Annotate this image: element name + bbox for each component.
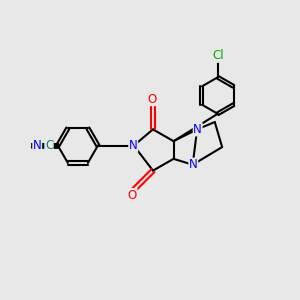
Text: N: N — [129, 139, 138, 152]
Text: O: O — [147, 93, 156, 106]
Text: C: C — [45, 139, 53, 152]
Text: N: N — [33, 139, 42, 152]
Text: N: N — [193, 123, 202, 136]
Text: O: O — [128, 188, 137, 202]
Text: Cl: Cl — [213, 49, 224, 62]
Text: N: N — [189, 158, 198, 171]
